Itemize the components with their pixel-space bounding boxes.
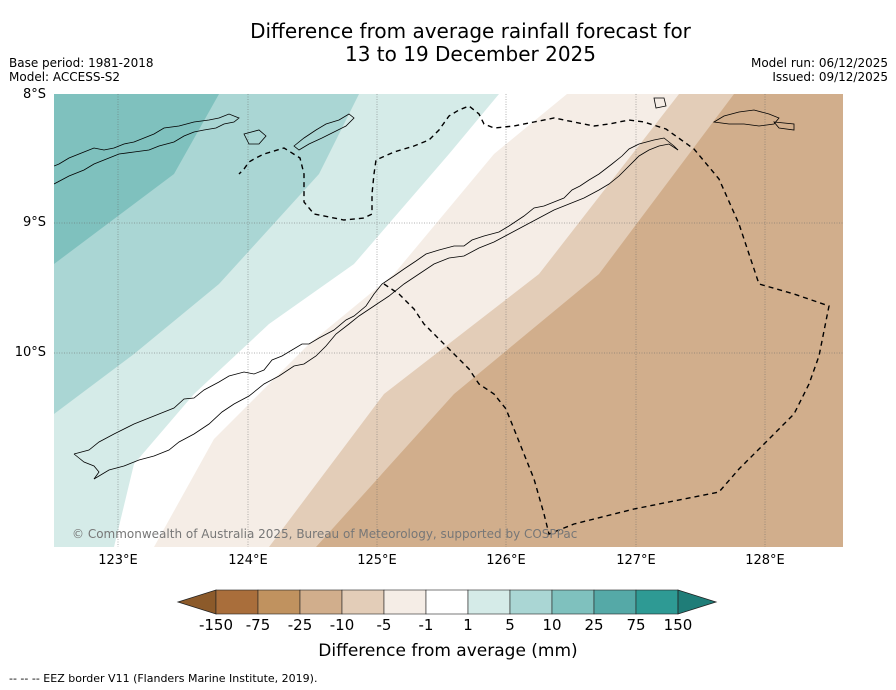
- coastlines: [54, 97, 795, 480]
- title-line-1: Difference from average rainfall forecas…: [250, 19, 691, 43]
- cbar-label: -5: [376, 616, 392, 634]
- cbar-swatch: [551, 589, 595, 615]
- eez-border: [238, 105, 830, 535]
- colorbar-title: Difference from average (mm): [318, 641, 578, 661]
- lon-label-123e: 123°E: [98, 553, 138, 568]
- cbar-swatch: [215, 589, 259, 615]
- flores-coast: [54, 113, 240, 185]
- issued-date: Issued: 09/12/2025: [772, 70, 888, 84]
- band-plus-10: [54, 94, 219, 264]
- lat-label-8s: 8°S: [22, 87, 46, 102]
- cbar-label: 150: [663, 616, 693, 634]
- graticule: [54, 94, 843, 547]
- run-info: Model run: 06/12/2025 Issued: 09/12/2025: [751, 56, 888, 84]
- cbar-extend-high: [677, 589, 718, 615]
- base-period: Base period: 1981-2018: [9, 56, 154, 70]
- cbar-label: -10: [329, 616, 355, 634]
- cbar-swatch: [383, 589, 427, 615]
- timor-coast-west: [73, 453, 100, 480]
- cbar-label: 1: [463, 616, 473, 634]
- atauro-coast: [653, 97, 667, 109]
- cbar-label: -75: [245, 616, 271, 634]
- cbar-swatch: [467, 589, 511, 615]
- cbar-extend-low: [176, 589, 217, 615]
- pantar-coast: [243, 129, 267, 145]
- cbar-swatch: [257, 589, 301, 615]
- cbar-label: -150: [198, 616, 234, 634]
- cbar-swatch: [593, 589, 637, 615]
- timor-coast-north: [73, 137, 679, 455]
- rainfall-map: [54, 94, 843, 547]
- alor-coast: [293, 113, 355, 151]
- model-run: Model run: 06/12/2025: [750, 56, 888, 70]
- copyright-notice: © Commonwealth of Australia 2025, Bureau…: [72, 527, 578, 541]
- map-title: Difference from average rainfall forecas…: [0, 20, 896, 66]
- cbar-swatch: [341, 589, 385, 615]
- cbar-label: 25: [584, 616, 604, 634]
- base-info: Base period: 1981-2018 Model: ACCESS-S2: [9, 56, 154, 84]
- wetar-coast: [712, 109, 780, 127]
- lon-label-126e: 126°E: [486, 553, 526, 568]
- colorbar: [176, 589, 718, 615]
- cbar-label: -1: [418, 616, 434, 634]
- lon-label-125e: 125°E: [357, 553, 397, 568]
- lon-label-127e: 127°E: [616, 553, 656, 568]
- cbar-label: 75: [626, 616, 646, 634]
- timor-coast-south: [93, 143, 679, 480]
- lon-label-128e: 128°E: [745, 553, 785, 568]
- eez-footnote: -- -- -- EEZ border V11 (Flanders Marine…: [9, 672, 318, 685]
- cbar-label: 5: [505, 616, 515, 634]
- cbar-swatch: [425, 589, 469, 615]
- lat-label-9s: 9°S: [22, 215, 46, 230]
- lat-label-10s: 10°S: [14, 345, 46, 360]
- cbar-label: -25: [287, 616, 313, 634]
- model-name: Model: ACCESS-S2: [9, 70, 121, 84]
- cbar-swatch: [509, 589, 553, 615]
- lon-label-124e: 124°E: [228, 553, 268, 568]
- cbar-swatch: [299, 589, 343, 615]
- cbar-swatch: [635, 589, 679, 615]
- title-line-2: 13 to 19 December 2025: [344, 42, 596, 66]
- romang-coast: [773, 121, 795, 131]
- cbar-label: 10: [542, 616, 562, 634]
